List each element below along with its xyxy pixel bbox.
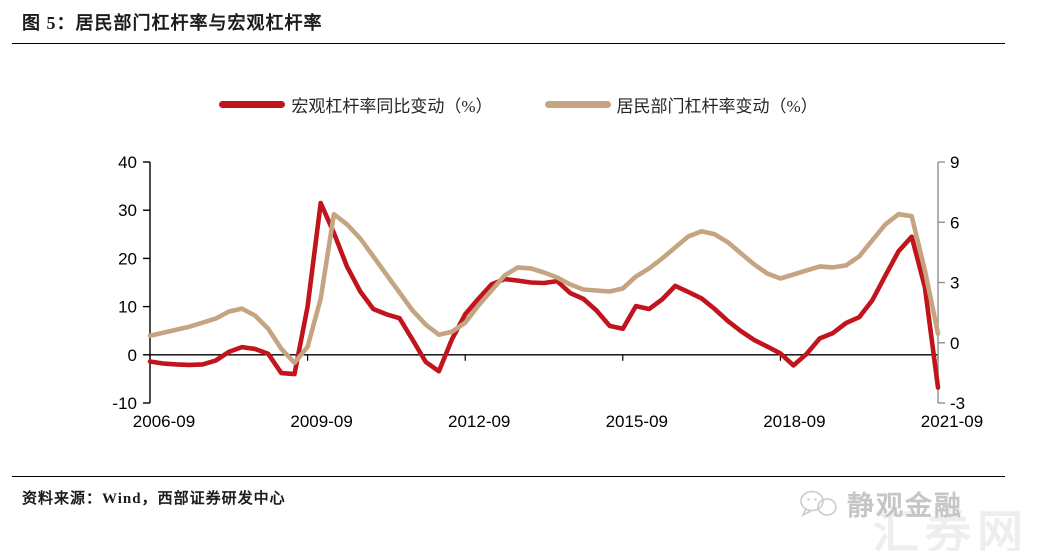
right-axis-tick-label: -3 bbox=[950, 394, 965, 413]
watermark-brand: 静观金融 bbox=[847, 491, 963, 521]
right-axis-tick-label: 3 bbox=[950, 274, 959, 293]
chart-legend: 宏观杠杆率同比变动（%） 居民部门杠杆率变动（%） bbox=[0, 92, 1037, 117]
series-line-macro-leverage bbox=[147, 200, 941, 390]
legend-label-household: 居民部门杠杆率变动（%） bbox=[616, 97, 818, 116]
x-tick-label: 2009-09 bbox=[290, 412, 352, 431]
source-note: 资料来源：Wind，西部证券研发中心 bbox=[22, 491, 286, 507]
left-axis-tick-label: 40 bbox=[118, 153, 137, 172]
series-line-household-leverage bbox=[147, 211, 941, 366]
wechat-icon bbox=[800, 490, 837, 517]
watermark: 汇券网 静观金融 bbox=[799, 478, 1029, 551]
legend-swatch-macro bbox=[219, 101, 286, 108]
left-axis-tick-label: 10 bbox=[118, 298, 137, 317]
footer-divider bbox=[12, 476, 1005, 477]
right-axis-tick-label: 6 bbox=[950, 213, 959, 232]
legend-item-household: 居民部门杠杆率变动（%） bbox=[544, 92, 818, 117]
x-tick-label: 2015-09 bbox=[606, 412, 668, 431]
watermark-background: 汇券网 bbox=[873, 507, 1029, 551]
title-divider bbox=[12, 43, 1005, 44]
x-tick-label: 2021-09 bbox=[921, 412, 983, 431]
right-axis-tick-label: 0 bbox=[950, 334, 959, 353]
x-tick-label: 2018-09 bbox=[763, 412, 825, 431]
x-tick-label: 2006-09 bbox=[133, 412, 195, 431]
x-tick-label: 2012-09 bbox=[448, 412, 510, 431]
legend-item-macro: 宏观杠杆率同比变动（%） bbox=[219, 92, 493, 117]
left-axis-tick-label: 30 bbox=[118, 201, 137, 220]
left-axis-tick-label: -10 bbox=[112, 394, 137, 413]
legend-swatch-household bbox=[544, 101, 611, 108]
legend-label-macro: 宏观杠杆率同比变动（%） bbox=[291, 97, 493, 116]
figure-title: 图 5：居民部门杠杆率与宏观杠杆率 bbox=[22, 13, 323, 33]
left-axis-tick-label: 0 bbox=[128, 346, 137, 365]
right-axis-tick-label: 9 bbox=[950, 153, 959, 172]
left-axis-tick-label: 20 bbox=[118, 249, 137, 268]
